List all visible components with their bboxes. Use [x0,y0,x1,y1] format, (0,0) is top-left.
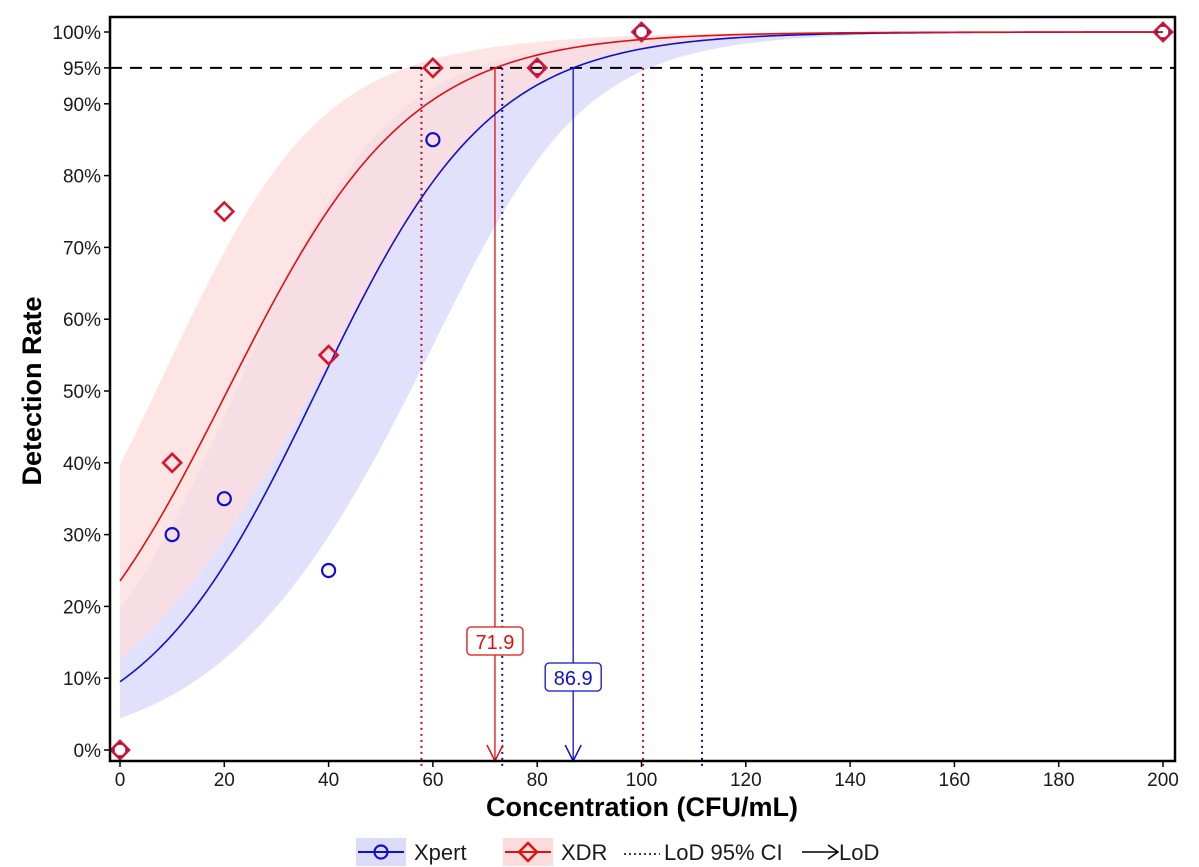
y-tick-label: 20% [63,597,101,618]
data-points [109,21,1174,761]
legend-item-xpert: Xpert [356,838,467,866]
y-tick-label: 90% [63,95,101,116]
data-point-xdr [161,451,183,474]
x-tick-label: 140 [834,770,866,791]
y-tick-label: 10% [63,669,101,690]
y-tick-label: 60% [63,310,101,331]
x-tick-label: 0 [115,770,126,791]
lod-labels: 86.9 71.9 [466,626,602,692]
data-point-xpert [425,132,441,148]
legend-label: LoD [839,840,879,865]
data-point-xdr [109,739,131,761]
data-point-xdr [630,21,653,43]
x-tick-label: 120 [730,770,762,791]
data-point-xpert [112,742,128,758]
x-tick-label: 180 [1043,770,1075,791]
data-point-xdr [317,344,340,366]
x-tick-label: 160 [939,770,971,791]
lod-label-box [466,626,524,656]
data-point-xdr [213,200,236,223]
circle-marker-icon [373,844,389,860]
legend-item-xdr: XDR [503,838,607,866]
lod-label-value: 86.9 [554,668,593,690]
legend-label: Xpert [414,840,467,865]
ci-bands [120,32,1163,719]
data-point-xdr [1152,21,1174,43]
data-point-xpert [1155,24,1171,40]
x-axis-title: Concentration (CFU/mL) [486,792,798,822]
lod-label-xpert: 86.9 [544,662,602,692]
diamond-marker-icon [517,841,539,863]
plot-frame [108,15,1177,763]
legend-label: LoD 95% CI [664,840,783,865]
lod-label-value: 71.9 [475,632,514,654]
legend-item-lod-ci: LoD 95% CI [624,840,783,865]
data-point-xpert [633,24,650,40]
y-tick-label: 40% [63,454,101,475]
legend-item-lod: LoD [802,840,879,865]
y-tick-label: 80% [63,167,101,188]
arrowhead-icon [827,844,840,860]
legend: Xpert XDR LoD 95% CI LoD [356,838,879,866]
x-tick-label: 80 [527,770,548,791]
y-tick-label: 0% [74,741,102,762]
y-tick-label: 100% [52,23,101,44]
ci-band-xdr [120,32,1163,660]
x-tick-label: 60 [422,770,443,791]
data-point-xpert [164,526,180,543]
axes: 0 20 40 60 80 100 120 140 160 180 200 0% 10% 20% 30% 40… [52,15,1179,791]
data-point-xpert [529,60,545,76]
x-tick-label: 200 [1147,770,1179,791]
x-tick-label: 40 [318,770,339,791]
data-point-xpert [321,562,337,579]
y-axis-title: Detection Rate [17,296,47,485]
data-point-xdr [526,57,549,79]
y-tick-label: 95% [63,59,101,80]
x-tick-label: 20 [214,770,235,791]
legend-label: XDR [561,840,607,865]
data-point-xdr [422,57,444,79]
y-tick-label: 70% [63,238,101,259]
data-point-xpert [216,491,232,507]
x-tick-label: 100 [626,770,658,791]
y-tick-label: 30% [63,526,101,547]
lod-label-xdr: 71.9 [466,626,524,656]
y-tick-label: 50% [63,382,101,403]
lod-label-box [544,662,602,692]
